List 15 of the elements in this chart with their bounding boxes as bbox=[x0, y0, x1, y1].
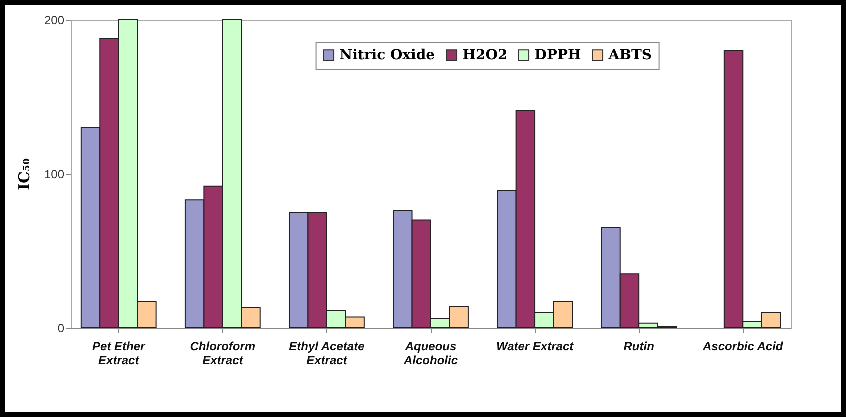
y-tick-label: 0 bbox=[58, 322, 65, 336]
legend-label: DPPH bbox=[534, 47, 582, 64]
y-axis-title: IC₅₀ bbox=[15, 158, 34, 191]
y-tick-label: 100 bbox=[44, 168, 65, 182]
x-tick-label: Water Extract bbox=[496, 340, 575, 354]
x-tick-label: Chloroform Extract bbox=[190, 340, 256, 368]
legend-label: H2O2 bbox=[462, 47, 508, 64]
legend-label: ABTS bbox=[608, 47, 652, 64]
x-tick-label: Ascorbic Acid bbox=[702, 340, 784, 354]
x-tick-label: Rutin bbox=[624, 340, 654, 354]
x-tick-label: Ethyl Acetate Extract bbox=[289, 340, 366, 368]
legend-label: Nitric Oxide bbox=[340, 47, 436, 64]
y-tick-label: 200 bbox=[44, 14, 65, 28]
x-tick-label: Aqueous Alcoholic bbox=[402, 340, 458, 368]
x-tick-label: Pet Ether Extract bbox=[92, 340, 147, 368]
